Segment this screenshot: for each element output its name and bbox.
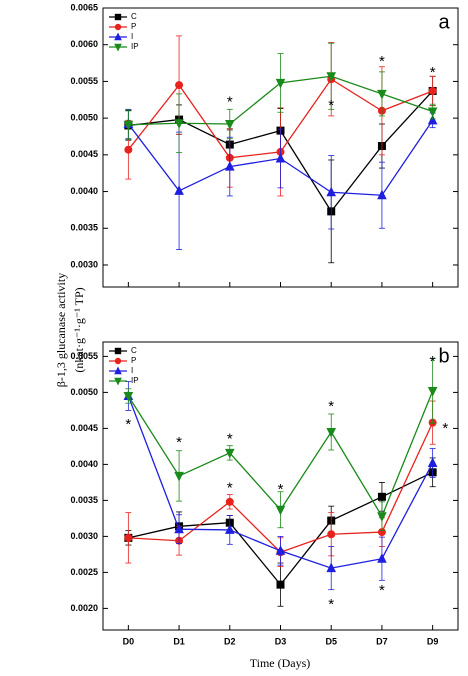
- x-tick-label: D9: [427, 636, 439, 646]
- annotation: *: [379, 582, 385, 599]
- data-point: [224, 448, 235, 459]
- annotation: *: [430, 64, 436, 81]
- legend-marker: [114, 347, 122, 355]
- data-point: [377, 512, 387, 522]
- annotation: *: [442, 420, 448, 437]
- data-point: [123, 120, 134, 131]
- data-point: [224, 160, 235, 171]
- x-tick-label: D0: [123, 636, 135, 646]
- legend-label: IP: [131, 42, 139, 51]
- data-point: [428, 86, 437, 95]
- annotation: *: [379, 53, 385, 70]
- y-tick-label: 0.0030: [70, 531, 98, 541]
- data-point: [427, 107, 438, 118]
- x-tick-label: D2: [224, 636, 236, 646]
- x-tick-label: D1: [173, 636, 185, 646]
- y-tick-label: 0.0045: [70, 423, 98, 433]
- y-tick-label: 0.0060: [70, 39, 98, 49]
- y-tick-label: 0.0065: [70, 2, 98, 12]
- data-point: [224, 524, 235, 534]
- legend-marker: [114, 357, 122, 365]
- data-point: [174, 185, 184, 195]
- y-tick-label: 0.0020: [70, 603, 98, 613]
- legend-label: P: [131, 356, 136, 365]
- annotation: *: [227, 480, 233, 497]
- annotation: *: [176, 434, 182, 451]
- data-point: [427, 386, 438, 397]
- data-point: [427, 457, 438, 467]
- data-point: [326, 562, 337, 573]
- legend-marker: [114, 43, 122, 52]
- y-tick-label: 0.0035: [70, 495, 98, 505]
- data-point: [377, 89, 387, 100]
- legend-marker: [114, 13, 122, 21]
- data-point: [174, 523, 184, 534]
- data-point: [175, 81, 184, 90]
- data-point: [326, 72, 337, 82]
- annotation: *: [125, 416, 131, 433]
- data-point: [275, 152, 286, 163]
- legend-marker: [114, 366, 122, 375]
- data-point: [174, 471, 184, 482]
- legend-label: P: [131, 22, 136, 31]
- data-point: [275, 78, 286, 89]
- data-point: [224, 120, 235, 130]
- panel-label: a: [438, 11, 450, 33]
- legend-label: C: [131, 346, 137, 355]
- data-point: [275, 505, 286, 516]
- x-tick-label: D7: [376, 636, 388, 646]
- y-tick-label: 0.0045: [70, 149, 98, 159]
- data-point: [174, 119, 184, 129]
- data-point: [427, 114, 438, 125]
- data-point: [327, 530, 336, 539]
- x-axis-label: Time (Days): [250, 656, 311, 670]
- annotation: *: [328, 97, 334, 114]
- annotation: *: [278, 481, 284, 498]
- legend-marker: [114, 32, 122, 41]
- y-tick-label: 0.0050: [70, 387, 98, 397]
- annotation: *: [328, 596, 334, 613]
- y-tick-label: 0.0055: [70, 76, 98, 86]
- y-tick-label: 0.0040: [70, 186, 98, 196]
- data-point: [124, 145, 133, 154]
- y-tick-label: 0.0025: [70, 567, 98, 577]
- data-point: [326, 186, 337, 197]
- annotation: *: [430, 353, 436, 370]
- data-point: [124, 533, 133, 542]
- legend-label: I: [131, 366, 133, 375]
- data-point: [326, 428, 337, 438]
- data-point: [377, 492, 386, 501]
- legend-marker: [114, 377, 122, 386]
- data-point: [123, 392, 134, 402]
- y-axis-label: (nkat·g⁻¹·g⁻¹ TP): [72, 287, 86, 372]
- data-point: [377, 189, 387, 200]
- data-point: [276, 580, 285, 589]
- annotation: *: [227, 93, 233, 110]
- x-tick-label: D5: [325, 636, 337, 646]
- data-point: [377, 553, 387, 563]
- y-tick-label: 0.0040: [70, 459, 98, 469]
- legend-label: I: [131, 32, 133, 41]
- data-point: [275, 545, 286, 555]
- y-tick-label: 0.0030: [70, 259, 98, 269]
- data-point: [225, 497, 234, 506]
- legend-label: C: [131, 12, 137, 21]
- y-axis-label: β-1,3 glucanase activity: [54, 273, 68, 387]
- x-tick-label: D3: [275, 636, 287, 646]
- annotation: *: [227, 431, 233, 448]
- y-tick-label: 0.0050: [70, 113, 98, 123]
- panel-label: b: [438, 345, 449, 367]
- legend-marker: [114, 23, 122, 31]
- annotation: *: [328, 398, 334, 415]
- legend-label: IP: [131, 376, 139, 385]
- y-tick-label: 0.0055: [70, 351, 98, 361]
- y-tick-label: 0.0035: [70, 223, 98, 233]
